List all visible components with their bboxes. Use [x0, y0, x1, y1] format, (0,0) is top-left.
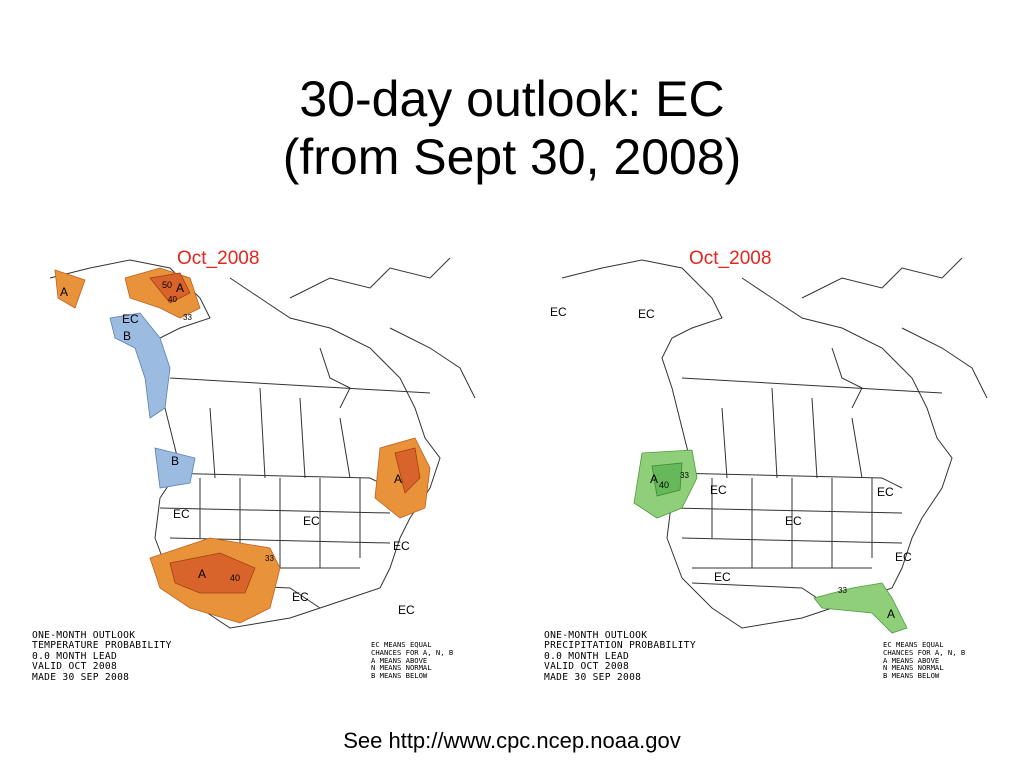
slide-title: 30-day outlook: EC (from Sept 30, 2008) — [0, 70, 1024, 186]
map-legend: EC MEANS EQUAL CHANCES FOR A, N, B A MEA… — [883, 640, 966, 681]
label-a-southwest: A — [198, 567, 206, 581]
label-50: 50 — [162, 280, 172, 290]
label-a-alaska-n: A — [176, 281, 184, 295]
label-33-northwest: 33 — [680, 471, 689, 480]
precipitation-shading — [633, 449, 908, 634]
shade-above-n-alaska-strong — [149, 272, 191, 304]
shade-above-w-alaska — [54, 269, 86, 309]
shade-below-pacific-nw — [109, 312, 171, 419]
label-ec-rockies: EC — [710, 483, 727, 497]
shade-above-southwest-strong — [169, 552, 256, 594]
month-label: Oct_2008 — [689, 248, 772, 269]
temperature-region-labels: A 50 A 40 33 EC B B A EC EC A 40 33 EC E… — [60, 280, 415, 617]
precipitation-map-graphic: EC EC A 40 33 EC EC EC EC 33 A EC — [550, 257, 988, 634]
label-ec-alaska: EC — [550, 305, 567, 319]
label-b-wa: B — [171, 454, 179, 468]
label-ec-yukon: EC — [122, 312, 139, 326]
label-ec-southeast: EC — [895, 550, 912, 564]
label-a-northwest: A — [650, 472, 658, 486]
canada-border — [169, 377, 431, 394]
label-ec-west: EC — [173, 507, 190, 521]
temperature-shading — [54, 267, 431, 624]
month-label: Oct_2008 — [177, 248, 260, 269]
outlook-info: ONE-MONTH OUTLOOK PRECIPITATION PROBABIL… — [544, 630, 696, 683]
label-ec-south: EC — [292, 590, 309, 604]
label-33-southwest: 33 — [265, 554, 274, 563]
label-b-bc: B — [123, 329, 131, 343]
label-ec-south: EC — [714, 570, 731, 584]
land-outline — [49, 259, 441, 629]
precipitation-outlook-map: EC EC A 40 33 EC EC EC EC 33 A EC Oct_20… — [542, 238, 1002, 694]
source-footer: See http://www.cpc.ncep.noaa.gov — [343, 728, 681, 753]
precipitation-region-labels: EC EC A 40 33 EC EC EC EC 33 A EC — [550, 305, 912, 621]
shade-above-northeast-strong — [394, 447, 421, 494]
shade-below-nw-us — [154, 447, 196, 489]
label-ec-east: EC — [393, 539, 410, 553]
map-legend: EC MEANS EQUAL CHANCES FOR A, N, B A MEA… — [371, 640, 454, 681]
outlook-info: ONE-MONTH OUTLOOK TEMPERATURE PROBABILIT… — [32, 630, 172, 683]
label-33-gulf: 33 — [838, 586, 847, 595]
label-a-northeast: A — [394, 472, 402, 486]
temperature-outlook-map: A 50 A 40 33 EC B B A EC EC A 40 33 EC E… — [30, 238, 490, 694]
label-ec-east: EC — [877, 485, 894, 499]
label-ec-central: EC — [785, 514, 802, 528]
label-a-florida: A — [887, 607, 895, 621]
us-canada-border — [159, 472, 391, 489]
label-40-alaska: 40 — [168, 295, 177, 304]
shade-above-gulf-coast — [813, 582, 908, 634]
label-ec-central: EC — [303, 514, 320, 528]
title-line-1: 30-day outlook: EC — [299, 71, 725, 127]
title-line-2: (from Sept 30, 2008) — [282, 129, 742, 185]
shade-above-northwest-strong — [651, 462, 683, 497]
label-ec-yukon: EC — [638, 307, 655, 321]
temperature-map-graphic: A 50 A 40 33 EC B B A EC EC A 40 33 EC E… — [49, 257, 476, 629]
label-ec-southeast: EC — [398, 603, 415, 617]
label-a-alaska-w: A — [60, 285, 68, 299]
label-33-alaska: 33 — [183, 313, 192, 322]
label-40-southwest: 40 — [230, 573, 240, 583]
label-40-northwest: 40 — [659, 480, 669, 490]
